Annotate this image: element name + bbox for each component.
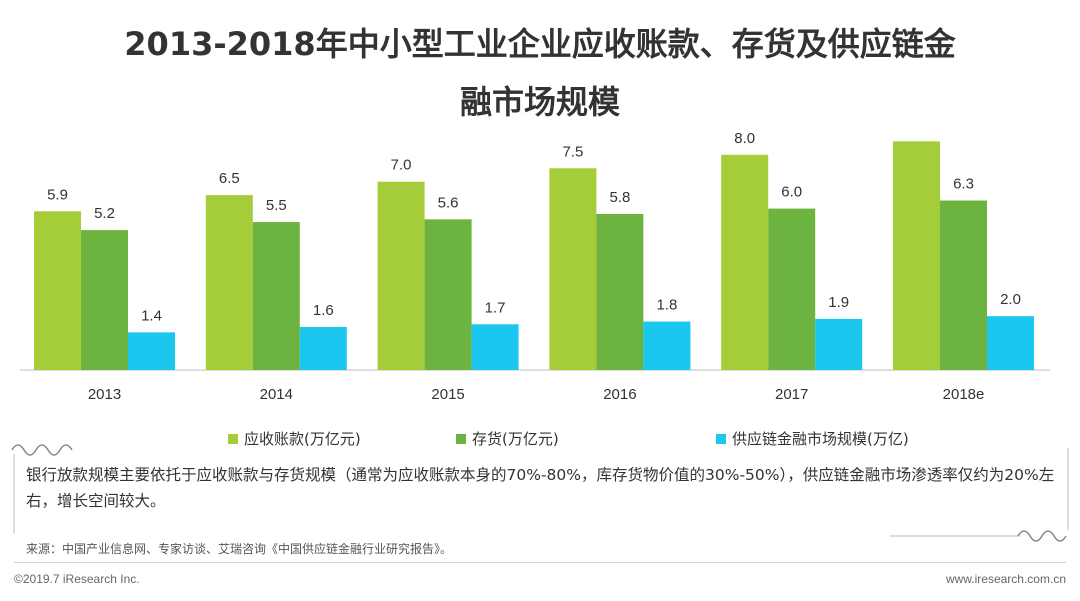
legend-label-inventory: 存货(万亿元) (472, 430, 559, 448)
bar-3-2013 (128, 332, 175, 370)
data-label-3-2015: 1.7 (485, 299, 506, 316)
bar-3-2017 (815, 318, 863, 370)
data-label-3-2013: 1.4 (141, 307, 162, 324)
bar-2-2017 (768, 208, 816, 370)
bar-1-2017 (721, 154, 769, 370)
legend-item-scf-market: 供应链金融市场规模(万亿) (716, 428, 909, 449)
data-label-2-2013: 5.2 (94, 205, 115, 222)
data-label-1-2014: 6.5 (219, 170, 240, 187)
footer-divider (14, 562, 1066, 563)
bar-2-2014 (252, 222, 300, 370)
bar-3-2015 (471, 324, 519, 370)
data-label-3-2018e: 2.0 (1000, 291, 1021, 308)
bar-1-2016 (549, 168, 597, 370)
bar-2-2015 (424, 219, 472, 370)
data-label-2-2017: 6.0 (781, 184, 802, 201)
chart-title-line-2: 融市场规模 (459, 83, 620, 121)
bar-2-2013 (81, 230, 128, 370)
bar-3-2014 (299, 326, 347, 370)
data-label-2-2015: 5.6 (438, 194, 459, 211)
legend-swatch-receivables (228, 433, 238, 444)
source-text: 来源：中国产业信息网、专家访谈、艾瑞咨询《中国供应链金融行业研究报告》。 (26, 542, 453, 556)
data-label-2-2018e: 6.3 (953, 176, 974, 193)
x-tick-label-2016: 2016 (603, 386, 636, 403)
x-tick-label-2017: 2017 (775, 386, 808, 403)
data-label-1-2015: 7.0 (391, 157, 412, 174)
bar-3-2018e (987, 316, 1034, 370)
data-label-1-2017: 8.0 (734, 130, 755, 147)
legend-label-scf-market: 供应链金融市场规模(万亿) (732, 430, 909, 448)
x-tick-label-2015: 2015 (431, 386, 464, 403)
legend-swatch-scf-market (716, 433, 726, 444)
data-label-3-2017: 1.9 (828, 294, 849, 311)
data-label-1-2018e: 8.5 (906, 130, 927, 133)
bar-2-2018e (940, 200, 987, 370)
data-label-3-2014: 1.6 (313, 302, 334, 319)
x-tick-label-2013: 2013 (88, 386, 121, 403)
bar-1-2018e (893, 141, 940, 370)
chart-title-line-1: 2013-2018年中小型工业企业应收账款、存货及供应链金 (124, 25, 956, 63)
data-label-3-2016: 1.8 (656, 297, 677, 314)
note-text: 银行放款规模主要依托于应收账款与存货规模（通常为应收账款本身的70%-80%，库… (26, 466, 1055, 510)
data-label-2-2016: 5.8 (609, 189, 630, 206)
bar-chart: 5.9 5.2 1.4 2013 6.5 5.5 1.6 2014 7.0 5.6 1.7 2015 7… (20, 130, 1050, 403)
legend-item-receivables: 应收账款(万亿元) (228, 428, 361, 449)
bar-1-2015 (377, 181, 425, 370)
note-frame-decoration (11, 444, 1069, 542)
legend-swatch-inventory (456, 433, 466, 444)
bar-1-2013 (34, 211, 81, 370)
chart-legend: 应收账款(万亿元) 存货(万亿元) 供应链金融市场规模(万亿) (0, 428, 1080, 448)
footer-copyright: ©2019.7 iResearch Inc. (14, 572, 140, 586)
x-tick-label-2014: 2014 (260, 386, 293, 403)
bar-2-2016 (596, 213, 644, 370)
x-tick-label-2018e: 2018e (943, 386, 985, 403)
legend-label-receivables: 应收账款(万亿元) (244, 430, 361, 448)
bar-3-2016 (643, 321, 691, 370)
data-label-2-2014: 5.5 (266, 197, 287, 214)
legend-item-inventory: 存货(万亿元) (456, 428, 559, 449)
data-label-1-2016: 7.5 (562, 143, 583, 160)
bar-1-2014 (205, 195, 253, 370)
footer-website: www.iresearch.com.cn (945, 572, 1066, 586)
data-label-1-2013: 5.9 (47, 186, 68, 203)
